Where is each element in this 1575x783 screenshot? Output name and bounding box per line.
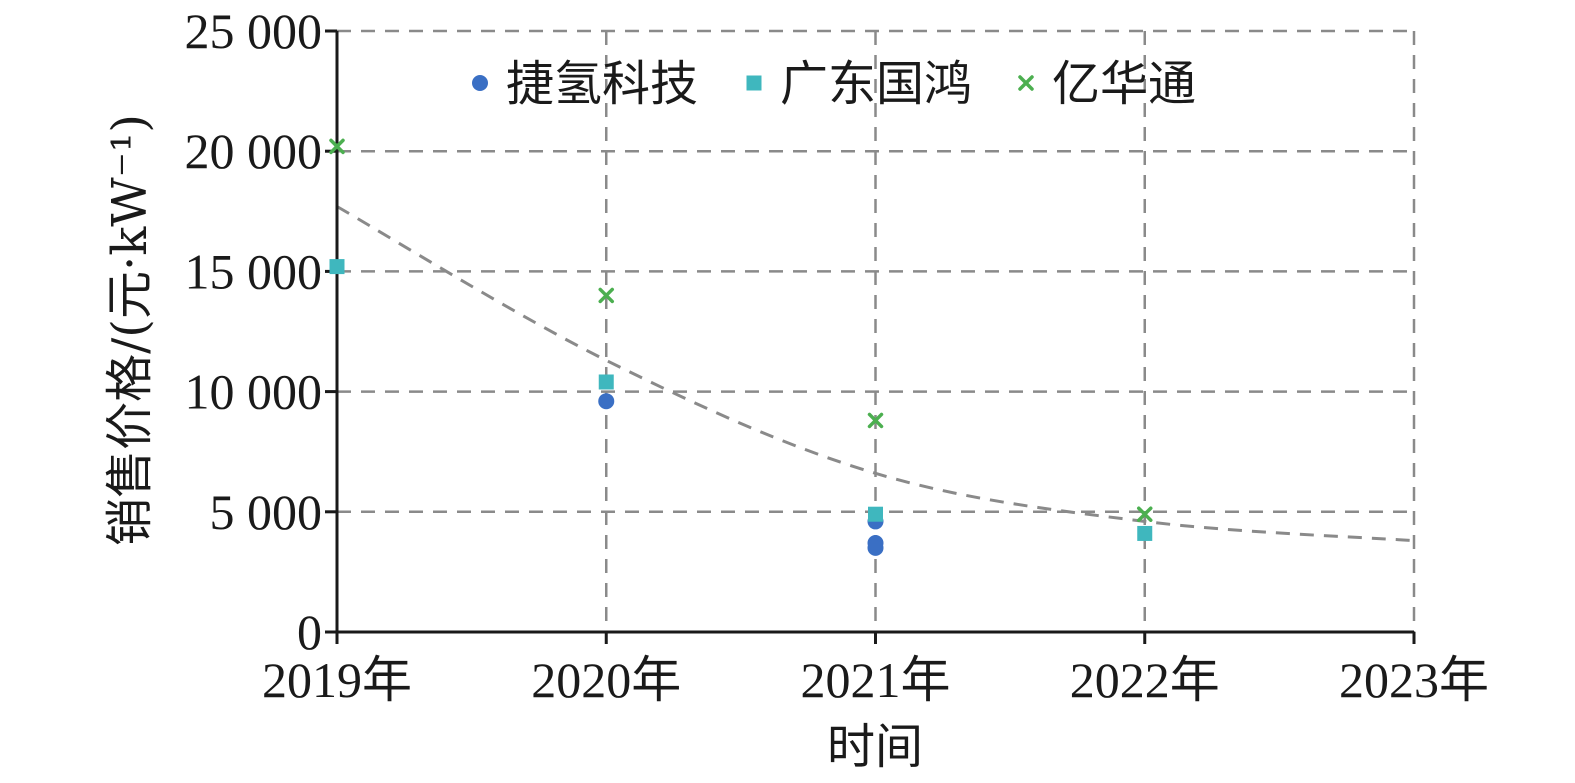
x-marker-stroke: [1018, 75, 1034, 91]
data-point-circle: [598, 393, 615, 410]
legend-item: 亿华通: [1018, 56, 1196, 112]
x-tick-label: 2023年: [1339, 652, 1489, 708]
data-point-circle: [867, 539, 884, 556]
trendline: [336, 205, 1415, 543]
x-marker-stroke: [867, 412, 884, 429]
x-tick-label: 2019年: [262, 652, 412, 708]
y-tick-label: 0: [297, 604, 322, 660]
trendline-layer: [336, 205, 1415, 543]
data-point-square: [598, 374, 614, 390]
x-marker-stroke: [329, 138, 345, 155]
y-tick-label: 10 000: [185, 364, 323, 420]
y-tick-label: 5 000: [210, 484, 323, 540]
y-tick-label: 20 000: [185, 123, 323, 179]
x-axis-title: 时间: [827, 719, 923, 775]
x-tick-label: 2022年: [1070, 652, 1220, 708]
y-tick-label: 15 000: [185, 243, 323, 299]
grid-layer: [337, 29, 1416, 632]
legend-marker-x: [1018, 75, 1034, 91]
x-marker-stroke: [1137, 506, 1153, 522]
legend-marker-circle: [472, 75, 488, 91]
data-point-x: [867, 412, 884, 429]
data-point-x: [1137, 506, 1153, 522]
data-point-x: [329, 138, 345, 155]
data-point-x: [598, 287, 614, 304]
legend-item: 捷氢科技: [472, 56, 698, 112]
x-tick-labels: 2019年 2020年 2021年 2022年 2023年: [262, 652, 1489, 708]
legend-item: 广东国鸿: [746, 56, 972, 112]
legend-label: 广东国鸿: [780, 56, 972, 112]
x-marker-stroke: [598, 287, 614, 304]
legend-label: 亿华通: [1052, 56, 1196, 112]
data-point-square: [329, 259, 345, 275]
x-tick-label: 2020年: [531, 652, 681, 708]
legend-marker-square: [746, 75, 762, 91]
y-axis-title: 销售价格/(元·kW⁻¹): [102, 114, 158, 546]
legend: 捷氢科技 广东国鸿 亿华通: [472, 56, 1196, 112]
legend-label: 捷氢科技: [506, 56, 698, 112]
x-tick-label: 2021年: [801, 652, 951, 708]
data-point-square: [868, 506, 883, 522]
data-points: [329, 138, 1153, 556]
y-tick-label: 25 000: [185, 3, 323, 59]
y-tick-labels: 0 5 000 10 000 15 000 20 000 25 000: [185, 3, 323, 660]
data-point-square: [1137, 525, 1153, 541]
